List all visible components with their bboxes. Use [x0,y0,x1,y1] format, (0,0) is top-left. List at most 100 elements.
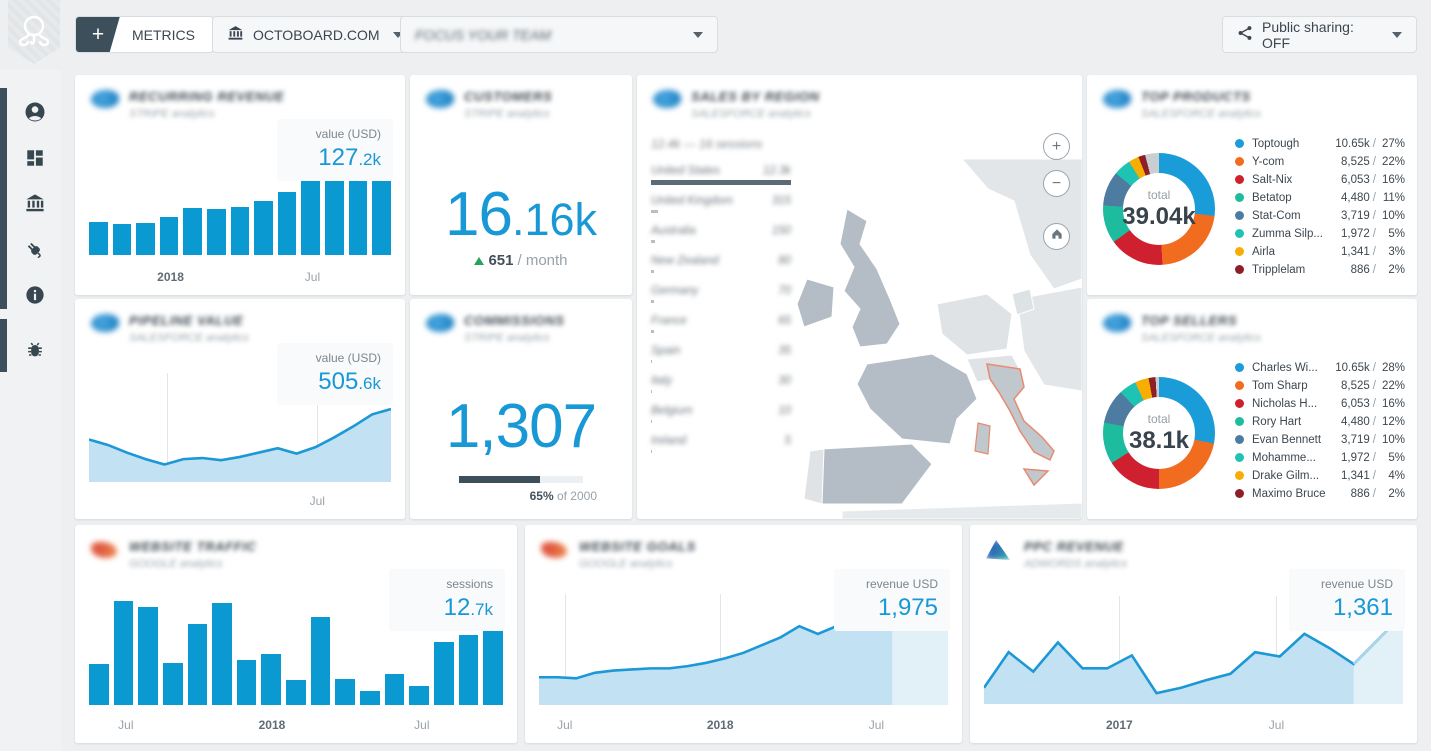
legend-row: Toptough 10.65k/27% [1235,137,1405,150]
zoom-out-button[interactable]: − [1043,170,1070,197]
legend-row: Maximo Bruce 886/2% [1235,487,1405,500]
europe-map[interactable] [762,159,1082,519]
adwords-logo-icon [986,540,1010,560]
info-icon [25,285,45,305]
card-subtitle: STRIPE analytics [464,332,550,344]
home-icon [1050,227,1064,246]
add-metrics-button[interactable]: + METRICS [75,16,214,53]
chevron-down-icon [693,31,703,38]
up-arrow-icon [474,256,485,265]
card-title: TOP PRODUCTS [1141,89,1251,104]
country-row: Italy 30 [651,375,791,405]
card-subtitle: GOOGLE analytics [129,558,223,570]
card-website-traffic: WEBSITE TRAFFIC GOOGLE analytics session… [75,525,517,743]
salesforce-logo-icon [91,314,119,332]
card-header: PPC REVENUE ADWORDS analytics [984,539,1403,581]
card-subtitle: STRIPE analytics [129,108,215,120]
card-title: PIPELINE VALUE [129,313,244,328]
metric-badge: sessions 12.7k [389,569,505,631]
sidebar-active-indicator [0,319,7,372]
chevron-down-icon [392,31,403,38]
country-row: Germany 70 [651,285,791,315]
map-home-button[interactable] [1043,223,1070,250]
sidebar-section-indicator [0,88,7,309]
dashboard-dropdown[interactable]: FOCUS YOUR TEAM [400,16,718,53]
card-commissions: COMMISSIONS STRIPE analytics 1,307 65% o… [410,299,632,519]
bank-icon [227,25,244,44]
card-subtitle: GOOGLE analytics [579,558,673,570]
metric-badge: value (USD) 127.2k [277,119,393,181]
card-sales-by-region: SALES BY REGION SALESFORCE analytics 12.… [637,75,1082,519]
country-row: United Kingdom 315 [651,195,791,225]
card-customers: CUSTOMERS STRIPE analytics 16.16k 651 / … [410,75,632,295]
legend-row: Mohamme... 1,972/5% [1235,451,1405,464]
metric-badge: value (USD) 505.6k [277,343,393,405]
plus-icon: + [76,17,120,52]
card-website-goals: WEBSITE GOALS GOOGLE analytics revenue U… [525,525,962,743]
legend-row: Nicholas H... 6,053/16% [1235,397,1405,410]
top-products-donut-chart[interactable]: total 39.04k [1103,153,1215,265]
card-header: TOP SELLERS SALESFORCE analytics [1101,313,1403,355]
google-analytics-logo-icon [91,542,117,558]
website-traffic-bar-chart[interactable]: Jul 2018 Jul [89,525,503,743]
card-header: CUSTOMERS STRIPE analytics [424,89,618,131]
card-header: TOP PRODUCTS SALESFORCE analytics [1101,89,1403,131]
sidebar [0,70,62,751]
site-dropdown[interactable]: OCTOBOARD.COM [212,16,418,53]
country-row: France 65 [651,315,791,345]
legend-row: Salt-Nix 6,053/16% [1235,173,1405,186]
card-header: WEBSITE GOALS GOOGLE analytics [539,539,948,581]
legend-row: Betatop 4,480/11% [1235,191,1405,204]
person-icon [24,101,46,123]
sidebar-item-account[interactable] [7,90,62,134]
badge-label: revenue USD [865,577,938,591]
legend-row: Zumma Silp... 1,972/5% [1235,227,1405,240]
octoboard-logo[interactable] [8,0,60,64]
legend-row: Stat-Com 3,719/10% [1235,209,1405,222]
country-list: United States 12.3k United Kingdom 315 Austr… [651,165,791,465]
legend-row: Charles Wi... 10.65k/28% [1235,361,1405,374]
salesforce-logo-icon [1103,314,1131,332]
sidebar-item-dashboards[interactable] [7,136,62,180]
zoom-in-button[interactable]: + [1043,133,1070,160]
card-ppc-revenue: PPC REVENUE ADWORDS analytics revenue US… [970,525,1417,743]
site-dropdown-label: OCTOBOARD.COM [253,26,380,43]
sidebar-item-info[interactable] [7,273,62,317]
recurring-revenue-bar-chart[interactable]: 2018 Jul [89,75,391,295]
card-title: TOP SELLERS [1141,313,1238,328]
donut-center: total 39.04k [1122,187,1196,230]
card-title: RECURRING REVENUE [129,89,285,104]
sidebar-item-integrations[interactable] [7,227,62,271]
card-title: SALES BY REGION [691,89,820,104]
sidebar-item-debug[interactable] [7,328,62,372]
legend-row: Tom Sharp 8,525/22% [1235,379,1405,392]
country-row: United States 12.3k [651,165,791,195]
card-header: RECURRING REVENUE STRIPE analytics [89,89,391,131]
plug-icon [24,239,45,260]
legend-row: Rory Hart 4,480/12% [1235,415,1405,428]
card-top-products: TOP PRODUCTS SALESFORCE analytics total … [1087,75,1417,295]
public-sharing-button[interactable]: Public sharing: OFF [1222,16,1417,53]
sidebar-item-data-sources[interactable] [7,181,62,225]
stripe-logo-icon [426,314,454,332]
card-subtitle: SALESFORCE analytics [1141,332,1261,344]
card-subtitle: ADWORDS analytics [1024,558,1128,570]
card-title: WEBSITE TRAFFIC [129,539,257,554]
legend-row: Evan Bennett 3,719/10% [1235,433,1405,446]
pipeline-value-area-chart[interactable]: Jul [89,299,391,519]
legend-row: Airla 1,341/3% [1235,245,1405,258]
goal-progress-text: 65% of 2000 [529,489,597,503]
region-summary: 12.4k — 16 sessions [651,137,763,151]
delta-per-month: 651 / month [410,252,632,269]
metric-badge: revenue USD 1,361 [1289,569,1405,631]
badge-label: revenue USD [1320,577,1393,591]
top-sellers-donut-chart[interactable]: total 38.1k [1103,377,1215,489]
ppc-revenue-area-chart[interactable]: 2017 Jul [984,525,1403,743]
goal-metric: 1,307 65% of 2000 [410,391,632,503]
card-header: COMMISSIONS STRIPE analytics [424,313,618,355]
bank-icon [25,193,45,213]
card-pipeline-value: PIPELINE VALUE SALESFORCE analytics valu… [75,299,405,519]
card-title: PPC REVENUE [1024,539,1124,554]
legend-row: Tripplelam 886/2% [1235,263,1405,276]
